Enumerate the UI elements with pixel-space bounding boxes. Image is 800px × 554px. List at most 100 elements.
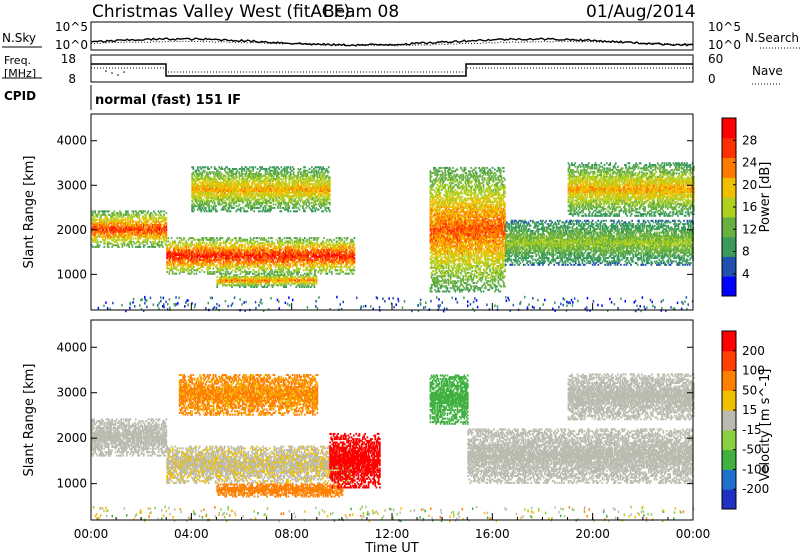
heatmap-cell [193, 166, 195, 168]
heatmap-cell [127, 210, 129, 212]
heatmap-cell [225, 202, 227, 204]
heatmap-cell [284, 199, 286, 201]
heatmap-cell [297, 173, 299, 175]
heatmap-cell [133, 212, 135, 214]
heatmap-cell [166, 222, 168, 224]
heatmap-cell [250, 271, 252, 273]
noise-trace [91, 38, 693, 46]
heatmap-cell [171, 246, 173, 248]
noise-tick-low-right: 10^0 [708, 38, 741, 52]
nsearch-label: N.Search [745, 31, 799, 45]
heatmap-cell [277, 171, 279, 173]
power-panel-background [91, 114, 693, 310]
heatmap-cell [166, 234, 168, 236]
heatmap-cell [133, 210, 135, 212]
heatmap-cell [244, 266, 246, 268]
heatmap-cell [161, 210, 163, 212]
heatmap-cell [204, 271, 206, 273]
heatmap-cell [199, 171, 201, 173]
heatmap-cell [296, 261, 298, 263]
heatmap-cell [299, 237, 301, 239]
heatmap-cell [174, 241, 176, 243]
heatmap-cell [354, 247, 356, 249]
heatmap-cell [223, 269, 225, 271]
nave-trace [91, 68, 693, 72]
heatmap-cell [183, 237, 185, 239]
heatmap-cell [199, 271, 201, 273]
heatmap-cell [306, 239, 308, 241]
heatmap-cell [176, 237, 178, 239]
nave-scatter [105, 70, 125, 76]
nsky-label: N.Sky [2, 31, 36, 45]
heatmap-cell [304, 273, 306, 275]
heatmap-cell [265, 195, 267, 197]
heatmap-cell [172, 271, 174, 273]
heatmap-cell [235, 237, 237, 239]
heatmap-cell [166, 212, 168, 214]
heatmap-cell [296, 237, 298, 239]
frequency-trace [91, 64, 693, 76]
heatmap-cell [147, 221, 149, 223]
heatmap-cell [286, 177, 288, 179]
heatmap-cell [216, 264, 218, 266]
heatmap-cell [327, 273, 329, 275]
heatmap-cell [128, 214, 130, 216]
heatmap-cell [200, 209, 202, 211]
heatmap-cell [133, 238, 135, 240]
heatmap-cell [307, 254, 309, 256]
heatmap-cell [124, 243, 126, 245]
heatmap-cell [342, 271, 344, 273]
heatmap-cell [287, 209, 289, 211]
heatmap-cell [214, 271, 216, 273]
heatmap-cell [140, 219, 142, 221]
heatmap-cell [207, 173, 209, 175]
heatmap-cell [178, 246, 180, 248]
heatmap-cell [216, 210, 218, 212]
heatmap-cell [175, 244, 177, 246]
heatmap-cell [135, 238, 137, 240]
nsearch-line [91, 41, 693, 46]
heatmap-cell [150, 241, 152, 243]
heatmap-cell [209, 173, 211, 175]
heatmap-cell [197, 209, 199, 211]
heatmap-cell [242, 173, 244, 175]
heatmap-cell [257, 168, 259, 170]
heatmap-cell [296, 210, 298, 212]
heatmap-cell [135, 210, 137, 212]
heatmap-cell [162, 246, 164, 248]
heatmap-cell [146, 234, 148, 236]
heatmap-cell [213, 268, 215, 270]
heatmap-cell [261, 273, 263, 275]
heatmap-cell [235, 173, 237, 175]
heatmap-cell [132, 244, 134, 246]
heatmap-cell [187, 242, 189, 244]
heatmap-cell [205, 166, 207, 168]
heatmap-cell [154, 246, 156, 248]
heatmap-cell [281, 247, 283, 249]
heatmap-cell [193, 266, 195, 268]
heatmap-cell [196, 273, 198, 275]
heatmap-cell [117, 243, 119, 245]
heatmap-cell [287, 171, 289, 173]
heatmap-cell [255, 166, 257, 168]
heatmap-cell [235, 205, 237, 207]
heatmap-cell [98, 241, 100, 243]
heatmap-cell [140, 246, 142, 248]
heatmap-cell [237, 177, 239, 179]
heatmap-cell [249, 166, 251, 168]
heatmap-cell [290, 166, 292, 168]
heatmap-cell [232, 269, 234, 271]
heatmap-cell [208, 168, 210, 170]
heatmap-cell [354, 244, 356, 246]
heatmap-cell [244, 246, 246, 248]
heatmap-cell [99, 244, 101, 246]
heatmap-cell [299, 209, 301, 211]
heatmap-cell [118, 246, 120, 248]
heatmap-cell [233, 207, 235, 209]
heatmap-cell [135, 243, 137, 245]
heatmap-cell [254, 241, 256, 243]
heatmap-cell [214, 239, 216, 241]
heatmap-cell [311, 237, 313, 239]
heatmap-cell [290, 210, 292, 212]
heatmap-cell [275, 204, 277, 206]
